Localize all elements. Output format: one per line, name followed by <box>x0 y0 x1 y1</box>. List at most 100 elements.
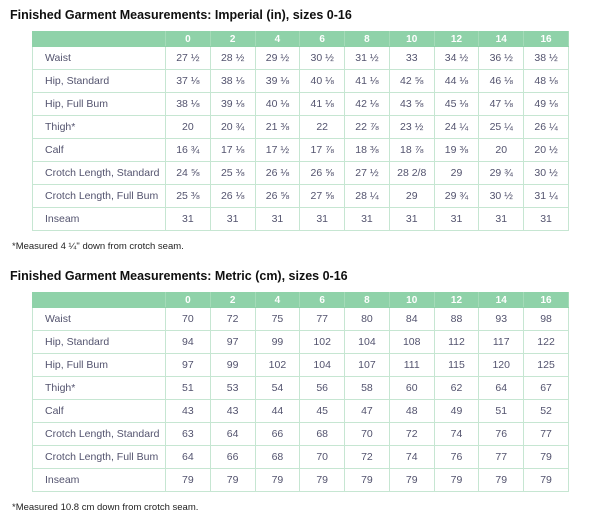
measurement-cell: 56 <box>299 376 346 400</box>
measurement-cell: 104 <box>344 330 390 354</box>
measurement-cell: 20 <box>165 115 211 139</box>
measurement-cell: 31 <box>523 207 569 231</box>
measurement-cell: 43 <box>209 399 256 423</box>
measurement-cell: 63 <box>165 422 211 446</box>
measurement-cell: 45 <box>299 399 346 423</box>
measurement-cell: 54 <box>254 376 301 400</box>
measurement-cell: 38 ⅛ <box>165 92 211 116</box>
measurement-cell: 30 ½ <box>523 161 569 185</box>
measurement-row: Hip, Full Bum 38 ⅛ 39 ⅛ 40 ⅛ 41 ⅛ 42 ⅛ 43 ⅝ 45 … <box>32 92 569 116</box>
imperial-measurements-table: 0 2 4 6 8 10 12 14 16 Waist 27 ½ 28 ½ 29 ½ 30 ½ 31 ½ 33… <box>32 31 569 231</box>
measurement-cell: 31 <box>433 207 480 231</box>
metric-footnote: *Measured 10.8 cm down from crotch seam. <box>12 502 199 513</box>
measurement-cell: 20 <box>478 138 525 162</box>
measurement-cell: 51 <box>165 376 211 400</box>
measurement-cell: 25 ⅜ <box>209 161 256 185</box>
imperial-footnote: *Measured 4 ¼" down from crotch seam. <box>12 241 184 252</box>
measurement-cell: 72 <box>388 422 435 446</box>
measurement-cell: 79 <box>478 468 525 492</box>
measurement-cell: 31 ¼ <box>523 184 569 208</box>
measurement-cell: 31 <box>209 207 256 231</box>
measurement-cell: 66 <box>254 422 301 446</box>
measurement-cell: 79 <box>165 468 211 492</box>
header-blank-cell <box>32 292 166 308</box>
measurement-cell: 28 2/8 <box>388 161 435 185</box>
measurement-cell: 26 ⅝ <box>254 184 301 208</box>
measurement-cell: 80 <box>344 307 390 331</box>
measurement-cell: 68 <box>299 422 346 446</box>
size-column-header: 10 <box>388 31 435 47</box>
measurement-row-label: Crotch Length, Full Bum <box>32 184 166 208</box>
measurement-cell: 44 ⅛ <box>433 69 480 93</box>
measurement-cell: 93 <box>478 307 525 331</box>
measurement-cell: 48 <box>388 399 435 423</box>
measurement-cell: 36 ½ <box>478 46 525 70</box>
measurement-cell: 120 <box>478 353 525 377</box>
measurement-cell: 79 <box>433 468 480 492</box>
measurement-row-label: Hip, Standard <box>32 330 166 354</box>
measurement-cell: 122 <box>523 330 569 354</box>
measurement-cell: 112 <box>433 330 480 354</box>
measurement-cell: 29 ¾ <box>433 184 480 208</box>
measurement-cell: 39 ⅛ <box>209 92 256 116</box>
measurement-cell: 29 ½ <box>254 46 301 70</box>
measurement-cell: 30 ½ <box>299 46 346 70</box>
measurement-cell: 70 <box>165 307 211 331</box>
measurement-cell: 53 <box>209 376 256 400</box>
measurement-cell: 27 ½ <box>344 161 390 185</box>
measurement-cell: 70 <box>299 445 346 469</box>
size-column-header: 12 <box>433 31 480 47</box>
measurement-cell: 17 ½ <box>254 138 301 162</box>
measurement-row: Hip, Standard 37 ⅛ 38 ⅛ 39 ⅛ 40 ⅛ 41 ⅛ 42 ⅝ 44 … <box>32 69 569 93</box>
measurement-row-label: Crotch Length, Full Bum <box>32 445 166 469</box>
measurement-cell: 79 <box>523 468 569 492</box>
measurement-cell: 117 <box>478 330 525 354</box>
measurement-cell: 34 ½ <box>433 46 480 70</box>
metric-measurements-table: 0 2 4 6 8 10 12 14 16 Waist 70 72 75 77 80 84 88 93 98 Hip,… <box>32 292 569 492</box>
measurement-cell: 46 ⅛ <box>478 69 525 93</box>
measurement-cell: 29 ¾ <box>478 161 525 185</box>
measurement-cell: 23 ½ <box>388 115 435 139</box>
measurement-cell: 98 <box>523 307 569 331</box>
measurement-cell: 28 ¼ <box>344 184 390 208</box>
measurement-row: Inseam 31 31 31 31 31 31 31 31 31 <box>32 207 569 231</box>
measurement-row-label: Hip, Standard <box>32 69 166 93</box>
measurement-cell: 76 <box>433 445 480 469</box>
measurement-cell: 115 <box>433 353 480 377</box>
measurement-cell: 26 ⅛ <box>254 161 301 185</box>
size-column-header: 14 <box>478 31 525 47</box>
measurement-cell: 21 ⅜ <box>254 115 301 139</box>
measurement-cell: 52 <box>523 399 569 423</box>
size-column-header: 10 <box>388 292 435 308</box>
measurement-cell: 22 ⅞ <box>344 115 390 139</box>
measurement-cell: 74 <box>388 445 435 469</box>
measurement-cell: 97 <box>209 330 256 354</box>
measurement-cell: 17 ⅞ <box>299 138 346 162</box>
metric-table-title: Finished Garment Measurements: Metric (c… <box>10 269 348 283</box>
measurement-cell: 47 ⅛ <box>478 92 525 116</box>
measurement-cell: 67 <box>523 376 569 400</box>
measurement-row: Thigh* 20 20 ¾ 21 ⅜ 22 22 ⅞ 23 ½ 24 ¼ 25 ¼ 26 ¼ <box>32 115 569 139</box>
measurement-cell: 20 ½ <box>523 138 569 162</box>
measurement-cell: 26 ⅝ <box>299 161 346 185</box>
size-column-header: 4 <box>254 292 301 308</box>
measurement-cell: 62 <box>433 376 480 400</box>
measurement-cell: 38 ½ <box>523 46 569 70</box>
measurement-cell: 70 <box>344 422 390 446</box>
measurement-row-label: Thigh* <box>32 115 166 139</box>
measurement-cell: 99 <box>209 353 256 377</box>
measurement-cell: 43 <box>165 399 211 423</box>
measurement-cell: 43 ⅝ <box>388 92 435 116</box>
measurement-cell: 22 <box>299 115 346 139</box>
measurement-cell: 79 <box>523 445 569 469</box>
measurement-cell: 84 <box>388 307 435 331</box>
measurement-cell: 31 <box>254 207 301 231</box>
measurement-cell: 26 ¼ <box>523 115 569 139</box>
measurement-cell: 111 <box>388 353 435 377</box>
header-blank-cell <box>32 31 166 47</box>
measurement-cell: 76 <box>478 422 525 446</box>
measurement-row-label: Hip, Full Bum <box>32 353 166 377</box>
size-column-header: 6 <box>299 31 346 47</box>
size-column-header: 0 <box>165 292 211 308</box>
